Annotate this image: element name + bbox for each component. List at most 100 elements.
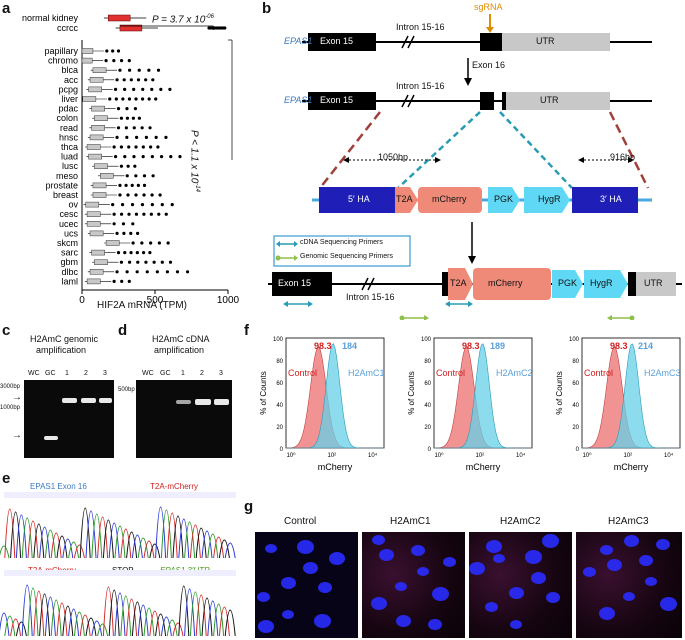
chrom-peak bbox=[149, 610, 161, 637]
utr-label-1: UTR bbox=[536, 36, 555, 46]
y-tick-label: 20 bbox=[276, 425, 283, 431]
hist-sample-1 bbox=[434, 343, 532, 449]
gel-c-image bbox=[24, 380, 114, 458]
y-tick-label: 20 bbox=[572, 425, 579, 431]
chrom-peak bbox=[44, 596, 56, 637]
outlier bbox=[166, 241, 170, 245]
chrom-peak bbox=[102, 586, 114, 637]
chrom-peak bbox=[160, 616, 172, 637]
outlier bbox=[127, 279, 131, 283]
nucleus bbox=[525, 550, 542, 564]
chrom-peak bbox=[39, 526, 51, 559]
outlier bbox=[150, 193, 154, 197]
box-ov bbox=[85, 201, 100, 208]
outlier bbox=[144, 135, 148, 139]
chrom-peak bbox=[56, 535, 68, 559]
box-read bbox=[91, 125, 105, 131]
outlier bbox=[132, 87, 136, 91]
chrom-peak bbox=[207, 600, 219, 637]
gel-c-marker-1000: 1000bp bbox=[0, 405, 21, 411]
outlier bbox=[119, 116, 124, 120]
chrom-peak bbox=[102, 519, 114, 559]
chrom-peak bbox=[131, 601, 143, 637]
outlier bbox=[140, 241, 144, 245]
t2a-label-1: T2A bbox=[396, 194, 413, 204]
intron-label-2: Intron 15-16 bbox=[396, 81, 445, 91]
x-axis-label: HIF2A mRNA (TPM) bbox=[97, 300, 188, 311]
chrom-peak bbox=[10, 618, 22, 637]
outlier bbox=[120, 279, 124, 283]
chrom-peak bbox=[44, 529, 56, 559]
outlier bbox=[116, 107, 121, 111]
outlier bbox=[129, 78, 133, 82]
chrom-peak bbox=[143, 540, 155, 559]
pgk-label-2: PGK bbox=[558, 278, 578, 288]
outlier bbox=[130, 203, 135, 207]
outlier bbox=[148, 126, 152, 130]
outlier bbox=[119, 59, 124, 63]
outlier bbox=[118, 68, 122, 72]
gel-d-marker-500: 500bp bbox=[118, 387, 135, 393]
nucleus bbox=[314, 614, 331, 628]
outlier bbox=[150, 87, 154, 91]
chrom-peak bbox=[224, 609, 236, 637]
gel-c-lane-gc: GC bbox=[45, 370, 56, 377]
chrom-peak bbox=[91, 620, 103, 637]
box-pdac bbox=[91, 105, 105, 112]
nucleus bbox=[660, 597, 677, 611]
outlier bbox=[129, 251, 133, 255]
box-lusc bbox=[94, 163, 108, 169]
gel-d-lane-wc: WC bbox=[142, 370, 154, 377]
chrom-peak bbox=[68, 541, 80, 559]
y-tick-label: 0 bbox=[280, 447, 284, 453]
chrom-seq-1 bbox=[4, 570, 236, 576]
y-axis-label: % of Counts bbox=[259, 371, 268, 415]
chrom-peak bbox=[4, 615, 16, 637]
chrom-peak bbox=[218, 606, 230, 637]
outlier bbox=[185, 270, 190, 274]
chrom-peak bbox=[189, 524, 201, 559]
nucleus bbox=[510, 620, 522, 629]
outlier bbox=[126, 164, 130, 168]
outlier bbox=[144, 78, 148, 82]
x-axis-label: mCherry bbox=[466, 462, 501, 472]
chrom-peak bbox=[79, 507, 91, 559]
y-tick-label: 40 bbox=[572, 403, 579, 409]
group-label: dlbc bbox=[61, 267, 78, 277]
panel-label-e: e bbox=[2, 470, 11, 487]
outlier bbox=[118, 183, 122, 187]
outlier bbox=[157, 212, 161, 216]
box-prostate bbox=[92, 182, 107, 189]
outlier bbox=[112, 145, 116, 149]
nucleus bbox=[417, 567, 429, 576]
chrom-peak bbox=[155, 613, 167, 637]
panel-label-g: g bbox=[244, 498, 254, 515]
outlier bbox=[150, 203, 154, 207]
y-tick-label: 20 bbox=[424, 425, 431, 431]
outlier bbox=[115, 78, 119, 82]
outlier bbox=[151, 78, 155, 82]
outlier bbox=[112, 222, 116, 226]
exon15-label-3: Exon 15 bbox=[278, 278, 312, 288]
chrom-peak bbox=[201, 530, 213, 559]
outlier bbox=[137, 116, 141, 120]
nucleus bbox=[599, 607, 615, 620]
gel-c-title-2: amplification bbox=[36, 345, 87, 355]
control-label: Control bbox=[584, 368, 613, 378]
nucleus bbox=[600, 545, 613, 555]
group-label: meso bbox=[56, 171, 78, 181]
outlier bbox=[119, 164, 124, 168]
x-tick-label: 10⁰ bbox=[286, 452, 296, 459]
outlier bbox=[133, 164, 137, 168]
chrom-peak bbox=[201, 597, 213, 637]
nucleus bbox=[607, 559, 622, 571]
hist-sample-2 bbox=[582, 343, 680, 449]
chrom-peak bbox=[50, 599, 62, 637]
outlier bbox=[159, 155, 164, 159]
outlier bbox=[140, 126, 144, 130]
chrom-peak bbox=[21, 517, 33, 559]
group-label: hnsc bbox=[59, 132, 79, 142]
group-label: breast bbox=[53, 190, 79, 200]
group-label: colon bbox=[56, 113, 78, 123]
chrom-peak bbox=[137, 537, 149, 559]
